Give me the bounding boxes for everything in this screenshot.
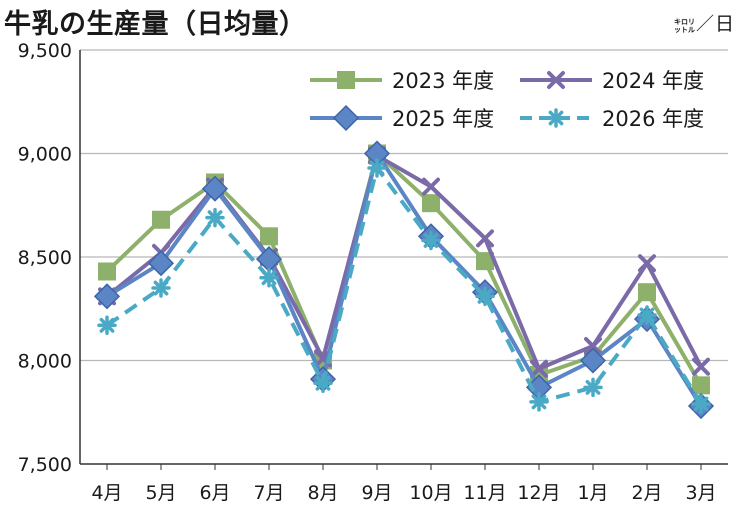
- x-axis-ticks: 4月 5月 6月 7月 8月 9月 10月 11月 12月 1月 2月 3月: [91, 464, 717, 504]
- series-3: [93, 140, 715, 420]
- y-axis-ticks: 7,500 8,000 8,500 9,000 9,500: [18, 40, 72, 476]
- legend-item-3: 2025 年度: [310, 104, 494, 132]
- x-stroke: [547, 71, 565, 89]
- data-point-x: [422, 177, 440, 196]
- asterisk-stroke: [477, 288, 493, 304]
- legend-label: 2023 年度: [392, 69, 494, 93]
- x-tick-label: 1月: [577, 482, 608, 504]
- chart-title: 牛乳の生産量（日均量）: [4, 9, 307, 40]
- asterisk-stroke: [207, 210, 223, 226]
- x-tick-label: 2月: [631, 482, 662, 504]
- data-point-asterisk: [313, 373, 333, 394]
- legend-label: 2024 年度: [602, 69, 704, 93]
- unit-small-bottom: ットル: [674, 26, 695, 34]
- asterisk-stroke: [315, 375, 331, 391]
- y-tick-label: 8,000: [18, 351, 72, 373]
- unit-small-label: キロリ ットル: [674, 18, 695, 34]
- data-point-square: [98, 262, 116, 281]
- y-tick-label: 8,500: [18, 247, 72, 269]
- data-point-asterisk: [529, 392, 549, 412]
- legend-item-4: 2026 年度: [520, 107, 704, 131]
- x-tick-label: 9月: [361, 482, 392, 504]
- y-tick-label: 9,000: [18, 144, 72, 166]
- legend-label: 2025 年度: [392, 107, 494, 131]
- asterisk-stroke: [423, 233, 439, 248]
- data-point-asterisk: [97, 315, 117, 336]
- unit-small-top: キロリ: [674, 18, 695, 26]
- data-point-asterisk: [367, 158, 387, 178]
- asterisk-stroke: [369, 160, 385, 176]
- data-point-diamond: [579, 347, 607, 374]
- unit-label: キロリ ットル ／ 日: [674, 14, 734, 34]
- data-point-square: [152, 210, 170, 229]
- axes: [79, 50, 728, 465]
- asterisk-stroke: [153, 280, 169, 296]
- data-point-square: [422, 194, 440, 213]
- x-tick-label: 11月: [463, 482, 506, 504]
- x-stroke: [692, 357, 710, 376]
- data-point-asterisk: [151, 278, 171, 298]
- data-point-x: [584, 337, 602, 356]
- x-tick-label: 4月: [91, 482, 122, 504]
- series-line: [105, 151, 703, 408]
- series-line: [105, 153, 703, 371]
- data-point-square: [337, 71, 355, 89]
- data-point-asterisk: [205, 207, 225, 228]
- asterisk-stroke: [585, 380, 601, 395]
- data-point-asterisk: [259, 267, 279, 288]
- data-point-asterisk: [421, 230, 441, 251]
- data-point-diamond: [93, 283, 121, 310]
- x-tick-label: 3月: [685, 482, 716, 504]
- x-tick-label: 7月: [253, 482, 284, 504]
- data-point-asterisk: [475, 286, 495, 307]
- gridlines: [80, 49, 728, 362]
- asterisk-stroke: [693, 396, 709, 412]
- x-stroke: [530, 359, 548, 378]
- unit-day: 日: [715, 13, 735, 35]
- data-point-square: [638, 283, 656, 302]
- data-point-asterisk: [546, 108, 566, 128]
- x-tick-label: 5月: [145, 482, 176, 504]
- x-stroke: [584, 337, 602, 356]
- x-tick-label: 12月: [517, 482, 560, 504]
- data-point-x: [692, 357, 710, 376]
- data-point-x: [638, 254, 656, 273]
- data-point-asterisk: [691, 394, 711, 414]
- data-point-asterisk: [637, 305, 657, 325]
- series-line: [105, 165, 703, 406]
- asterisk-stroke: [548, 110, 564, 126]
- series-group: [93, 140, 715, 420]
- x-tick-label: 6月: [199, 482, 230, 504]
- x-tick-label: 10月: [409, 482, 452, 504]
- data-point-asterisk: [583, 377, 603, 398]
- y-tick-label: 9,500: [18, 40, 72, 62]
- data-point-square: [692, 376, 710, 395]
- data-point-square: [476, 252, 494, 271]
- x-tick-label: 8月: [307, 482, 338, 504]
- data-point-diamond: [201, 175, 229, 202]
- x-stroke: [476, 229, 494, 248]
- legend-item-1: 2023 年度: [310, 69, 494, 93]
- series-line: [105, 151, 703, 387]
- series-4: [97, 158, 711, 414]
- legend: 2023 年度 2024 年度 2025 年度 2026 年度: [310, 69, 704, 132]
- x-stroke: [422, 177, 440, 196]
- unit-slash: ／: [696, 14, 714, 35]
- y-tick-label: 7,500: [18, 454, 72, 476]
- asterisk-stroke: [99, 317, 115, 333]
- data-point-square: [260, 227, 278, 246]
- legend-item-2: 2024 年度: [520, 69, 704, 93]
- data-point-x: [547, 71, 565, 89]
- legend-label: 2026 年度: [602, 107, 704, 131]
- x-stroke: [638, 254, 656, 273]
- data-point-x: [530, 359, 548, 378]
- asterisk-stroke: [639, 307, 655, 323]
- data-point-diamond: [147, 250, 175, 277]
- data-point-x: [476, 229, 494, 248]
- data-point-diamond: [332, 104, 360, 132]
- asterisk-stroke: [261, 270, 277, 286]
- asterisk-stroke: [531, 394, 547, 410]
